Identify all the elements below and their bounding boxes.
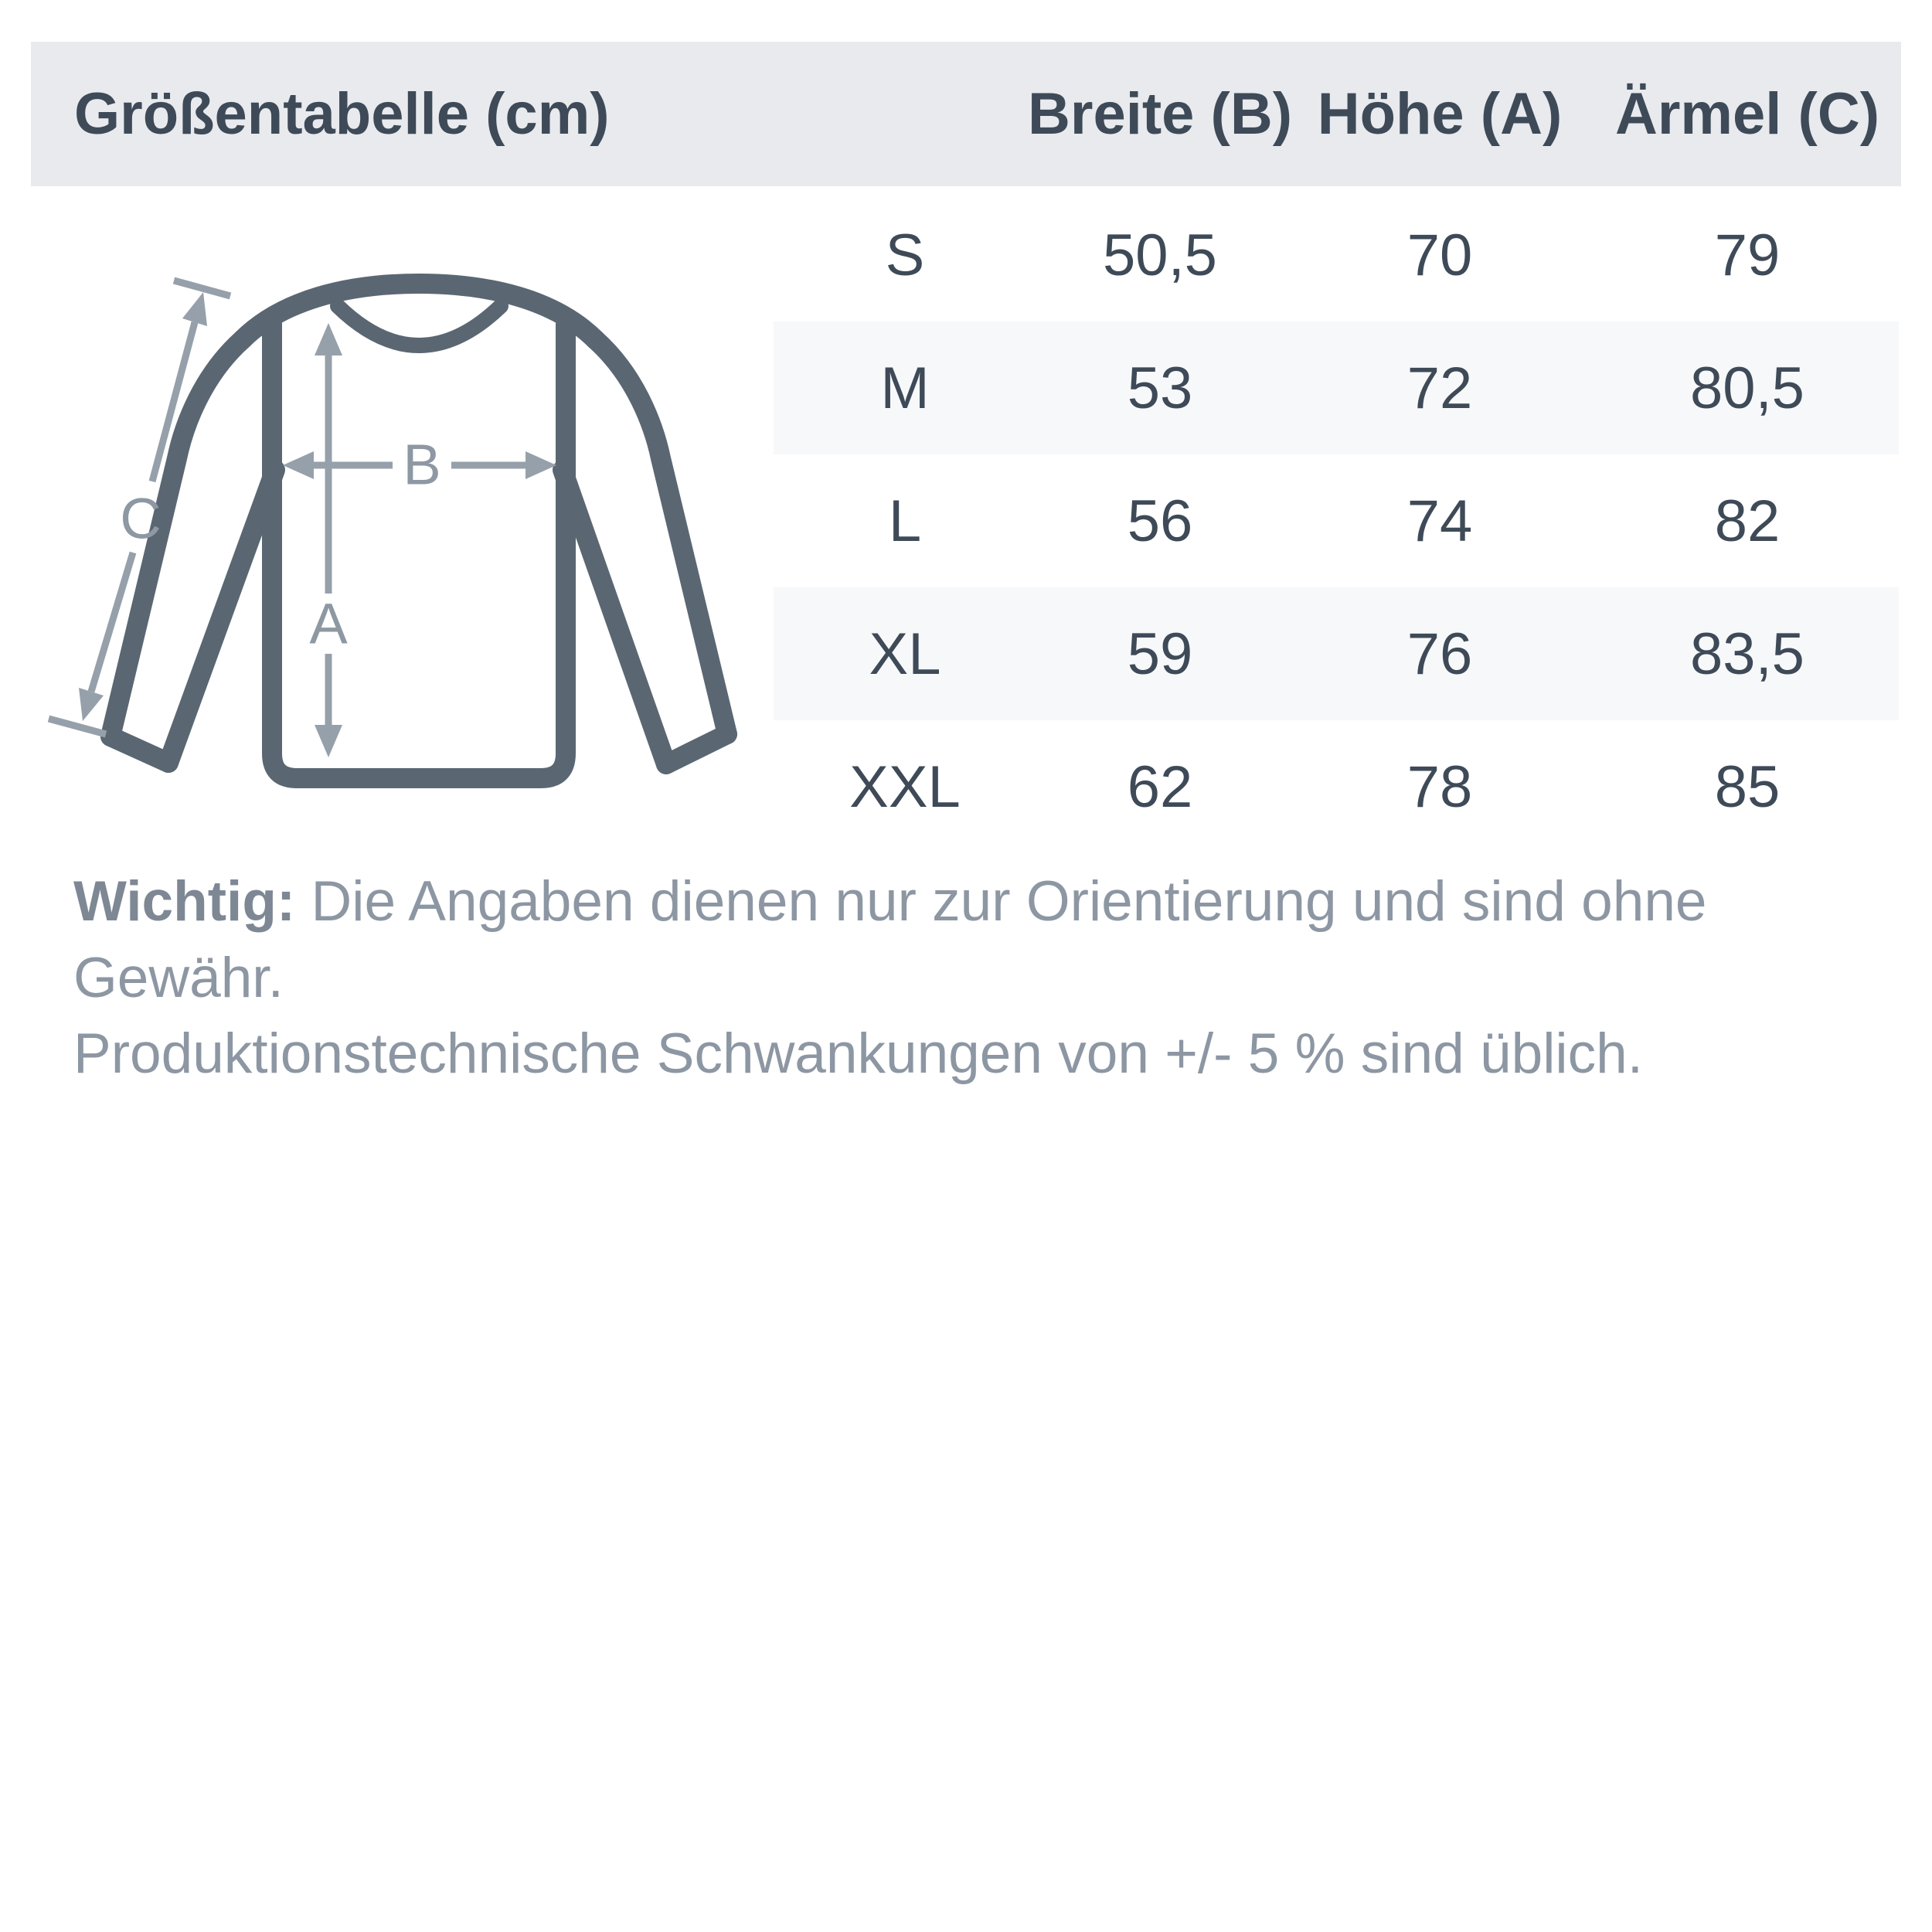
hoehe-cell: 74 — [1406, 488, 1473, 554]
size-cell: XL — [869, 621, 941, 687]
aermel-cell: 83,5 — [1690, 621, 1804, 687]
table-row: XL 59 76 83,5 — [774, 587, 1899, 720]
table-row: M 53 72 80,5 — [774, 321, 1899, 454]
column-header-aermel: Ärmel (C) — [1614, 81, 1880, 147]
label-a: A — [309, 592, 348, 656]
sweatshirt-outline-icon — [100, 274, 737, 788]
label-c: C — [120, 487, 161, 551]
breite-cell: 50,5 — [1103, 222, 1217, 288]
hoehe-cell: 70 — [1406, 222, 1473, 288]
page-title: Größentabelle (cm) — [74, 81, 610, 147]
aermel-cell: 79 — [1714, 222, 1781, 288]
aermel-cell: 85 — [1714, 753, 1781, 820]
sweatshirt-measure-diagram: A B C — [47, 274, 737, 788]
aermel-cell: 80,5 — [1690, 355, 1804, 421]
hoehe-cell: 72 — [1406, 355, 1473, 421]
size-cell: S — [885, 222, 925, 288]
disclaimer-label: Wichtig: — [73, 870, 296, 933]
size-cell: XXL — [849, 753, 961, 820]
breite-cell: 53 — [1127, 355, 1193, 421]
breite-cell: 59 — [1127, 621, 1193, 687]
column-header-size — [774, 42, 1036, 186]
size-chart-header: Größentabelle (cm) — [31, 42, 1901, 186]
disclaimer-line-1: Wichtig: Die Angaben dienen nur zur Orie… — [73, 864, 1874, 1016]
hoehe-cell: 76 — [1406, 621, 1473, 687]
table-row: S 50,5 70 79 — [774, 189, 1899, 321]
disclaimer-text-1: Die Angaben dienen nur zur Orientierung … — [73, 870, 1707, 1009]
table-row: L 56 74 82 — [774, 454, 1899, 587]
breite-cell: 56 — [1127, 488, 1193, 554]
aermel-cell: 82 — [1714, 488, 1781, 554]
table-column-headers: Breite (B) Höhe (A) Ärmel (C) — [774, 42, 1899, 186]
height-arrow-a: A — [309, 323, 348, 757]
table-row: XXL 62 78 85 — [774, 720, 1899, 853]
hoehe-cell: 78 — [1406, 753, 1473, 820]
size-cell: M — [880, 355, 930, 421]
size-cell: L — [888, 488, 922, 554]
disclaimer-note: Wichtig: Die Angaben dienen nur zur Orie… — [73, 864, 1874, 1093]
disclaimer-line-2: Produktionstechnische Schwankungen von +… — [73, 1022, 1644, 1086]
label-b: B — [403, 433, 440, 497]
sleeve-arrow-c: C — [47, 277, 232, 738]
column-header-hoehe: Höhe (A) — [1317, 81, 1563, 147]
size-table: S 50,5 70 79 M 53 72 80,5 L 56 74 82 XL … — [774, 189, 1899, 853]
width-arrow-b: B — [283, 433, 556, 497]
breite-cell: 62 — [1127, 753, 1193, 820]
column-header-breite: Breite (B) — [1027, 81, 1293, 147]
